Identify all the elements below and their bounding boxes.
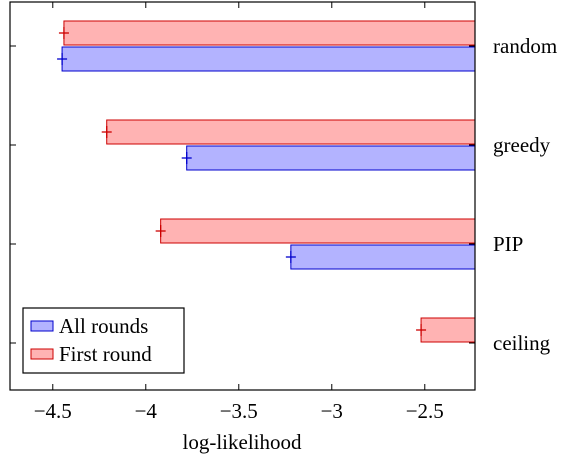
- x-tick-label: −2.5: [406, 399, 444, 423]
- legend-box: [22, 307, 185, 374]
- category-label-ceiling: ceiling: [493, 331, 551, 355]
- bars-layer: [57, 20, 476, 343]
- bar-all-rounds-random: [61, 46, 476, 72]
- y-axis-ticks: random greedy PIP ceiling: [10, 34, 557, 355]
- bar-all-rounds-greedy: [186, 145, 476, 171]
- category-label-pip: PIP: [493, 232, 523, 256]
- x-tick-label: −4: [135, 399, 158, 423]
- bar-first-round-random: [63, 20, 476, 46]
- plot-frame: [9, 1, 476, 391]
- x-tick-label: −3.5: [220, 399, 258, 423]
- bar-first-round-greedy: [106, 119, 476, 145]
- bar-first-round-ceiling: [420, 317, 476, 343]
- legend-swatch-first-round: [30, 348, 54, 360]
- bar-all-rounds-pip: [290, 244, 476, 270]
- x-axis-title: log-likelihood: [183, 430, 302, 454]
- category-label-greedy: greedy: [493, 133, 551, 157]
- x-tick-label: −4.5: [34, 399, 72, 423]
- legend-swatch-all-rounds: [30, 320, 54, 332]
- category-label-random: random: [493, 34, 557, 58]
- legend: All rounds First round: [22, 307, 185, 374]
- bar-first-round-pip: [160, 218, 476, 244]
- legend-label-first-round: First round: [59, 342, 152, 366]
- x-axis-ticks: −4.5 −4 −3.5 −3 −2.5: [34, 2, 444, 423]
- x-tick-label: −3: [321, 399, 343, 423]
- legend-label-all-rounds: All rounds: [59, 314, 148, 338]
